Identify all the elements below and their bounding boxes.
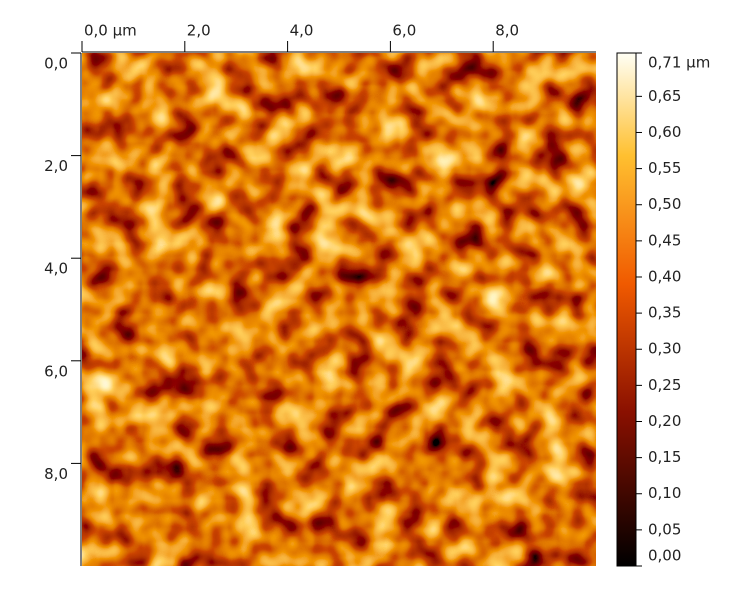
colorbar-tick-label: 0,00: [648, 547, 681, 565]
colorbar-tick-label: 0,35: [648, 304, 681, 322]
y-tick-label: 2,0: [44, 157, 68, 175]
height-map: [82, 53, 596, 566]
y-tick-label: 0,0: [44, 55, 68, 73]
colorbar: [616, 52, 637, 567]
colorbar-tick-label: 0,60: [648, 123, 681, 141]
colorbar-tick-label: 0,30: [648, 340, 681, 358]
colorbar-tick-label: 0,20: [648, 412, 681, 430]
x-tick-label: 2,0: [187, 22, 211, 40]
x-tick-label: 4,0: [290, 22, 314, 40]
y-tick-label: 8,0: [44, 465, 68, 483]
x-tick-label: 6,0: [392, 22, 416, 40]
x-tick-label: 0,0 µm: [84, 22, 137, 40]
colorbar-tick-label: 0,71 µm: [648, 54, 710, 72]
colorbar-tick-label: 0,05: [648, 520, 681, 538]
colorbar-tick-label: 0,65: [648, 87, 681, 105]
colorbar-tick-label: 0,10: [648, 484, 681, 502]
colorbar-tick-label: 0,50: [648, 195, 681, 213]
x-tick-label: 8,0: [495, 22, 519, 40]
y-tick-label: 6,0: [44, 362, 68, 380]
colorbar-tick-label: 0,15: [648, 448, 681, 466]
colorbar-tick-label: 0,55: [648, 159, 681, 177]
colorbar-tick-label: 0,25: [648, 376, 681, 394]
colorbar-tick-label: 0,40: [648, 267, 681, 285]
y-tick-label: 4,0: [44, 260, 68, 278]
colorbar-tick-label: 0,45: [648, 231, 681, 249]
